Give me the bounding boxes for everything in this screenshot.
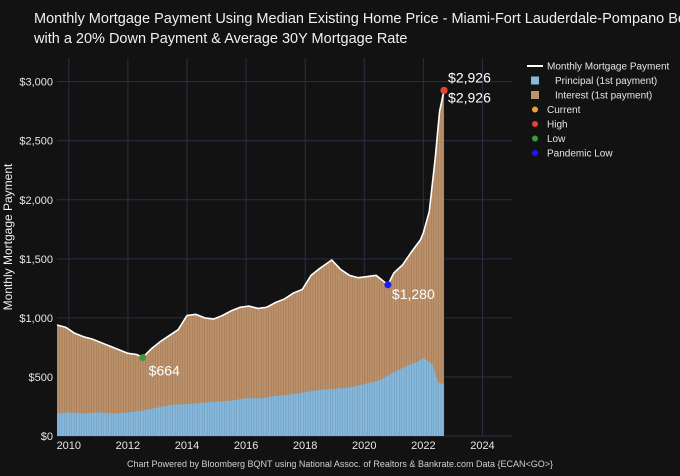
value-annotation: $664: [149, 363, 180, 379]
y-axis-label: Monthly Mortgage Payment: [1, 163, 15, 310]
legend-dot-swatch: [532, 135, 538, 142]
pandemic-low-point: [384, 281, 392, 289]
legend-box-swatch: [531, 91, 539, 99]
chart-title-line-2: with a 20% Down Payment & Average 30Y Mo…: [34, 31, 408, 47]
x-tick-label: 2018: [293, 440, 317, 452]
x-tick-label: 2016: [234, 440, 258, 452]
legend-label: Current: [547, 105, 581, 116]
y-tick-label: $3,000: [19, 77, 53, 89]
chart-footer: Chart Powered by Bloomberg BQNT using Na…: [126, 459, 554, 469]
x-tick-label: 2010: [57, 440, 81, 452]
x-tick-label: 2022: [411, 440, 435, 452]
chart-title-line-1: Monthly Mortgage Payment Using Median Ex…: [34, 11, 680, 27]
x-tick-label: 2024: [470, 440, 494, 452]
y-tick-label: $1,500: [19, 254, 53, 266]
legend-label: Low: [547, 134, 566, 145]
legend-label: Pandemic Low: [547, 149, 613, 160]
principal-area: [57, 358, 445, 436]
y-tick-label: $0: [41, 431, 53, 443]
value-annotation: $2,926: [448, 89, 491, 105]
high-point: [440, 86, 448, 94]
y-tick-label: $2,500: [19, 136, 53, 148]
y-tick-label: $1,000: [19, 313, 53, 325]
interest-area: [57, 90, 445, 437]
legend-dot-swatch: [532, 121, 538, 127]
x-tick-label: 2020: [352, 440, 376, 452]
y-tick-label: $500: [29, 372, 53, 384]
legend-dot-swatch: [532, 150, 538, 156]
x-tick-label: 2014: [175, 440, 199, 452]
legend-label: Monthly Mortgage Payment: [547, 62, 670, 73]
value-annotation: $2,926: [448, 69, 491, 85]
x-tick-label: 2012: [116, 440, 140, 452]
legend-box-swatch: [531, 76, 539, 85]
chart-title: Monthly Mortgage Payment Using Median Ex…: [34, 9, 680, 49]
low-point: [139, 354, 147, 362]
legend-label: High: [547, 120, 568, 131]
legend-label: Principal (1st payment): [555, 76, 657, 87]
legend-dot-swatch: [532, 106, 538, 113]
y-tick-label: $2,000: [19, 195, 53, 207]
month-separators: [56, 92, 444, 436]
legend-label: Interest (1st payment): [555, 91, 652, 102]
value-annotation: $1,280: [392, 286, 435, 302]
monthly-payment-line: [56, 90, 445, 359]
